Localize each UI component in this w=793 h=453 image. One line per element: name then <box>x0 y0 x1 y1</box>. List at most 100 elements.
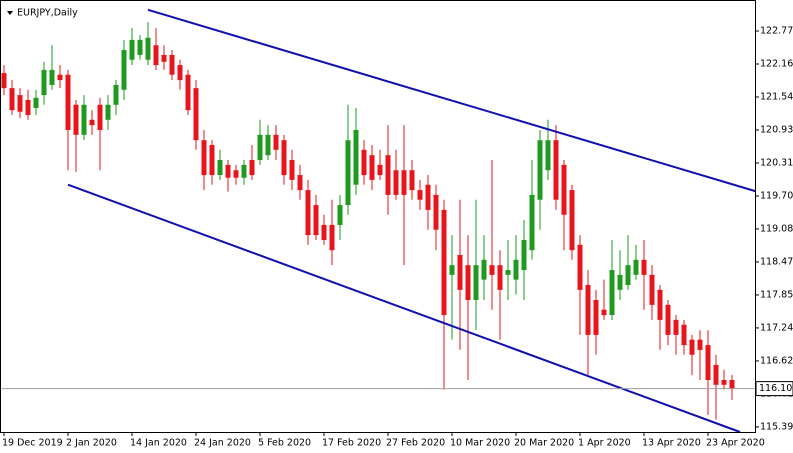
candle-body <box>481 259 487 280</box>
candle-body <box>273 134 279 150</box>
candle-body <box>473 265 479 301</box>
candle-body <box>129 39 135 60</box>
candle-body <box>721 379 727 385</box>
candle-body <box>441 209 447 316</box>
x-tick-label: 13 Apr 2020 <box>642 438 701 449</box>
candle-body <box>521 239 527 270</box>
candle-body <box>121 50 127 90</box>
x-tick-label: 1 Apr 2020 <box>578 438 631 449</box>
candle-body <box>593 300 599 335</box>
candle-body <box>425 184 431 210</box>
candle-body <box>137 39 143 55</box>
candle-body <box>297 175 303 191</box>
candle-body <box>385 155 391 195</box>
candle-body <box>585 285 591 335</box>
candle-body <box>641 259 647 275</box>
candle-body <box>401 170 407 195</box>
y-tick-label: 119.085 <box>760 223 793 234</box>
plot-frame <box>0 0 756 433</box>
candle-body <box>697 339 703 350</box>
candle-body <box>249 160 255 176</box>
candle-body <box>393 170 399 195</box>
x-tick-label: 20 Mar 2020 <box>514 438 574 449</box>
candle-body <box>553 140 559 200</box>
x-tick-label: 10 Mar 2020 <box>450 438 510 449</box>
candle-body <box>705 345 711 380</box>
candle-body <box>625 265 631 286</box>
candle-body <box>321 224 327 240</box>
candle-body <box>193 88 199 141</box>
candle-body <box>233 170 239 178</box>
candle-body <box>465 265 471 301</box>
candle-body <box>673 319 679 335</box>
candle-body <box>729 379 735 389</box>
candle-body <box>681 324 687 346</box>
candle-body <box>505 269 511 275</box>
candle-body <box>633 259 639 275</box>
y-tick-label: 120.930 <box>760 124 793 135</box>
candle-body <box>257 134 263 161</box>
candle-body <box>9 88 15 111</box>
menu-arrow <box>7 11 13 15</box>
candle-body <box>89 119 95 126</box>
candle-body <box>337 205 343 225</box>
candle-body <box>105 104 111 120</box>
candle-body <box>353 129 359 185</box>
candle-body <box>225 164 231 178</box>
x-tick-label: 5 Feb 2020 <box>258 438 311 449</box>
candle-body <box>489 265 495 275</box>
candle-body <box>97 104 103 130</box>
candle-body <box>601 309 607 316</box>
candle-body <box>57 74 63 81</box>
candle-body <box>545 140 551 171</box>
plot-border <box>0 0 756 433</box>
candle-body <box>41 69 47 96</box>
candle-body <box>145 37 151 60</box>
trendline <box>147 8 756 193</box>
candle-body <box>201 140 207 176</box>
candle-body <box>577 244 583 290</box>
x-tick-label: 23 Apr 2020 <box>706 438 765 449</box>
candle-body <box>73 104 79 135</box>
candle-body <box>49 69 55 85</box>
candle-body <box>369 155 375 180</box>
y-tick-label: 115.395 <box>760 421 793 432</box>
candle-body <box>417 190 423 200</box>
x-tick-label: 27 Feb 2020 <box>386 438 445 449</box>
candle-body <box>313 205 319 236</box>
candle-body <box>81 104 87 135</box>
x-tick-label: 14 Jan 2020 <box>130 438 187 449</box>
candle-body <box>281 140 287 176</box>
candle-body <box>345 140 351 206</box>
candle-body <box>617 274 623 290</box>
y-tick-label: 116.625 <box>760 355 793 366</box>
candle-body <box>649 274 655 305</box>
candle-body <box>513 259 519 280</box>
candle-body <box>265 134 271 156</box>
candle-body <box>241 164 247 178</box>
candle-body <box>217 160 223 176</box>
x-tick-label: 24 Jan 2020 <box>194 438 251 449</box>
y-tick-label: 119.700 <box>760 190 793 201</box>
y-tick-label: 122.775 <box>760 26 793 37</box>
candle-body <box>497 265 503 290</box>
chart-title: EURJPY,Daily <box>17 8 78 19</box>
candle-body <box>25 99 31 115</box>
x-tick-label: 17 Feb 2020 <box>322 438 381 449</box>
candle-body <box>161 54 167 62</box>
candle-body <box>449 265 455 275</box>
candle-body <box>609 269 615 316</box>
candle-body <box>457 254 463 290</box>
candle-body <box>361 149 367 176</box>
candle-body <box>1 73 7 89</box>
y-tick-label: 117.240 <box>760 322 793 333</box>
y-tick-label: 121.545 <box>760 91 793 102</box>
candle-body <box>409 170 415 191</box>
candle-body <box>561 164 567 215</box>
candle-body <box>329 224 335 251</box>
candle-body <box>185 74 191 111</box>
candle-body <box>113 84 119 105</box>
x-tick-label: 19 Dec 2019 <box>2 438 63 449</box>
candle-body <box>689 339 695 355</box>
